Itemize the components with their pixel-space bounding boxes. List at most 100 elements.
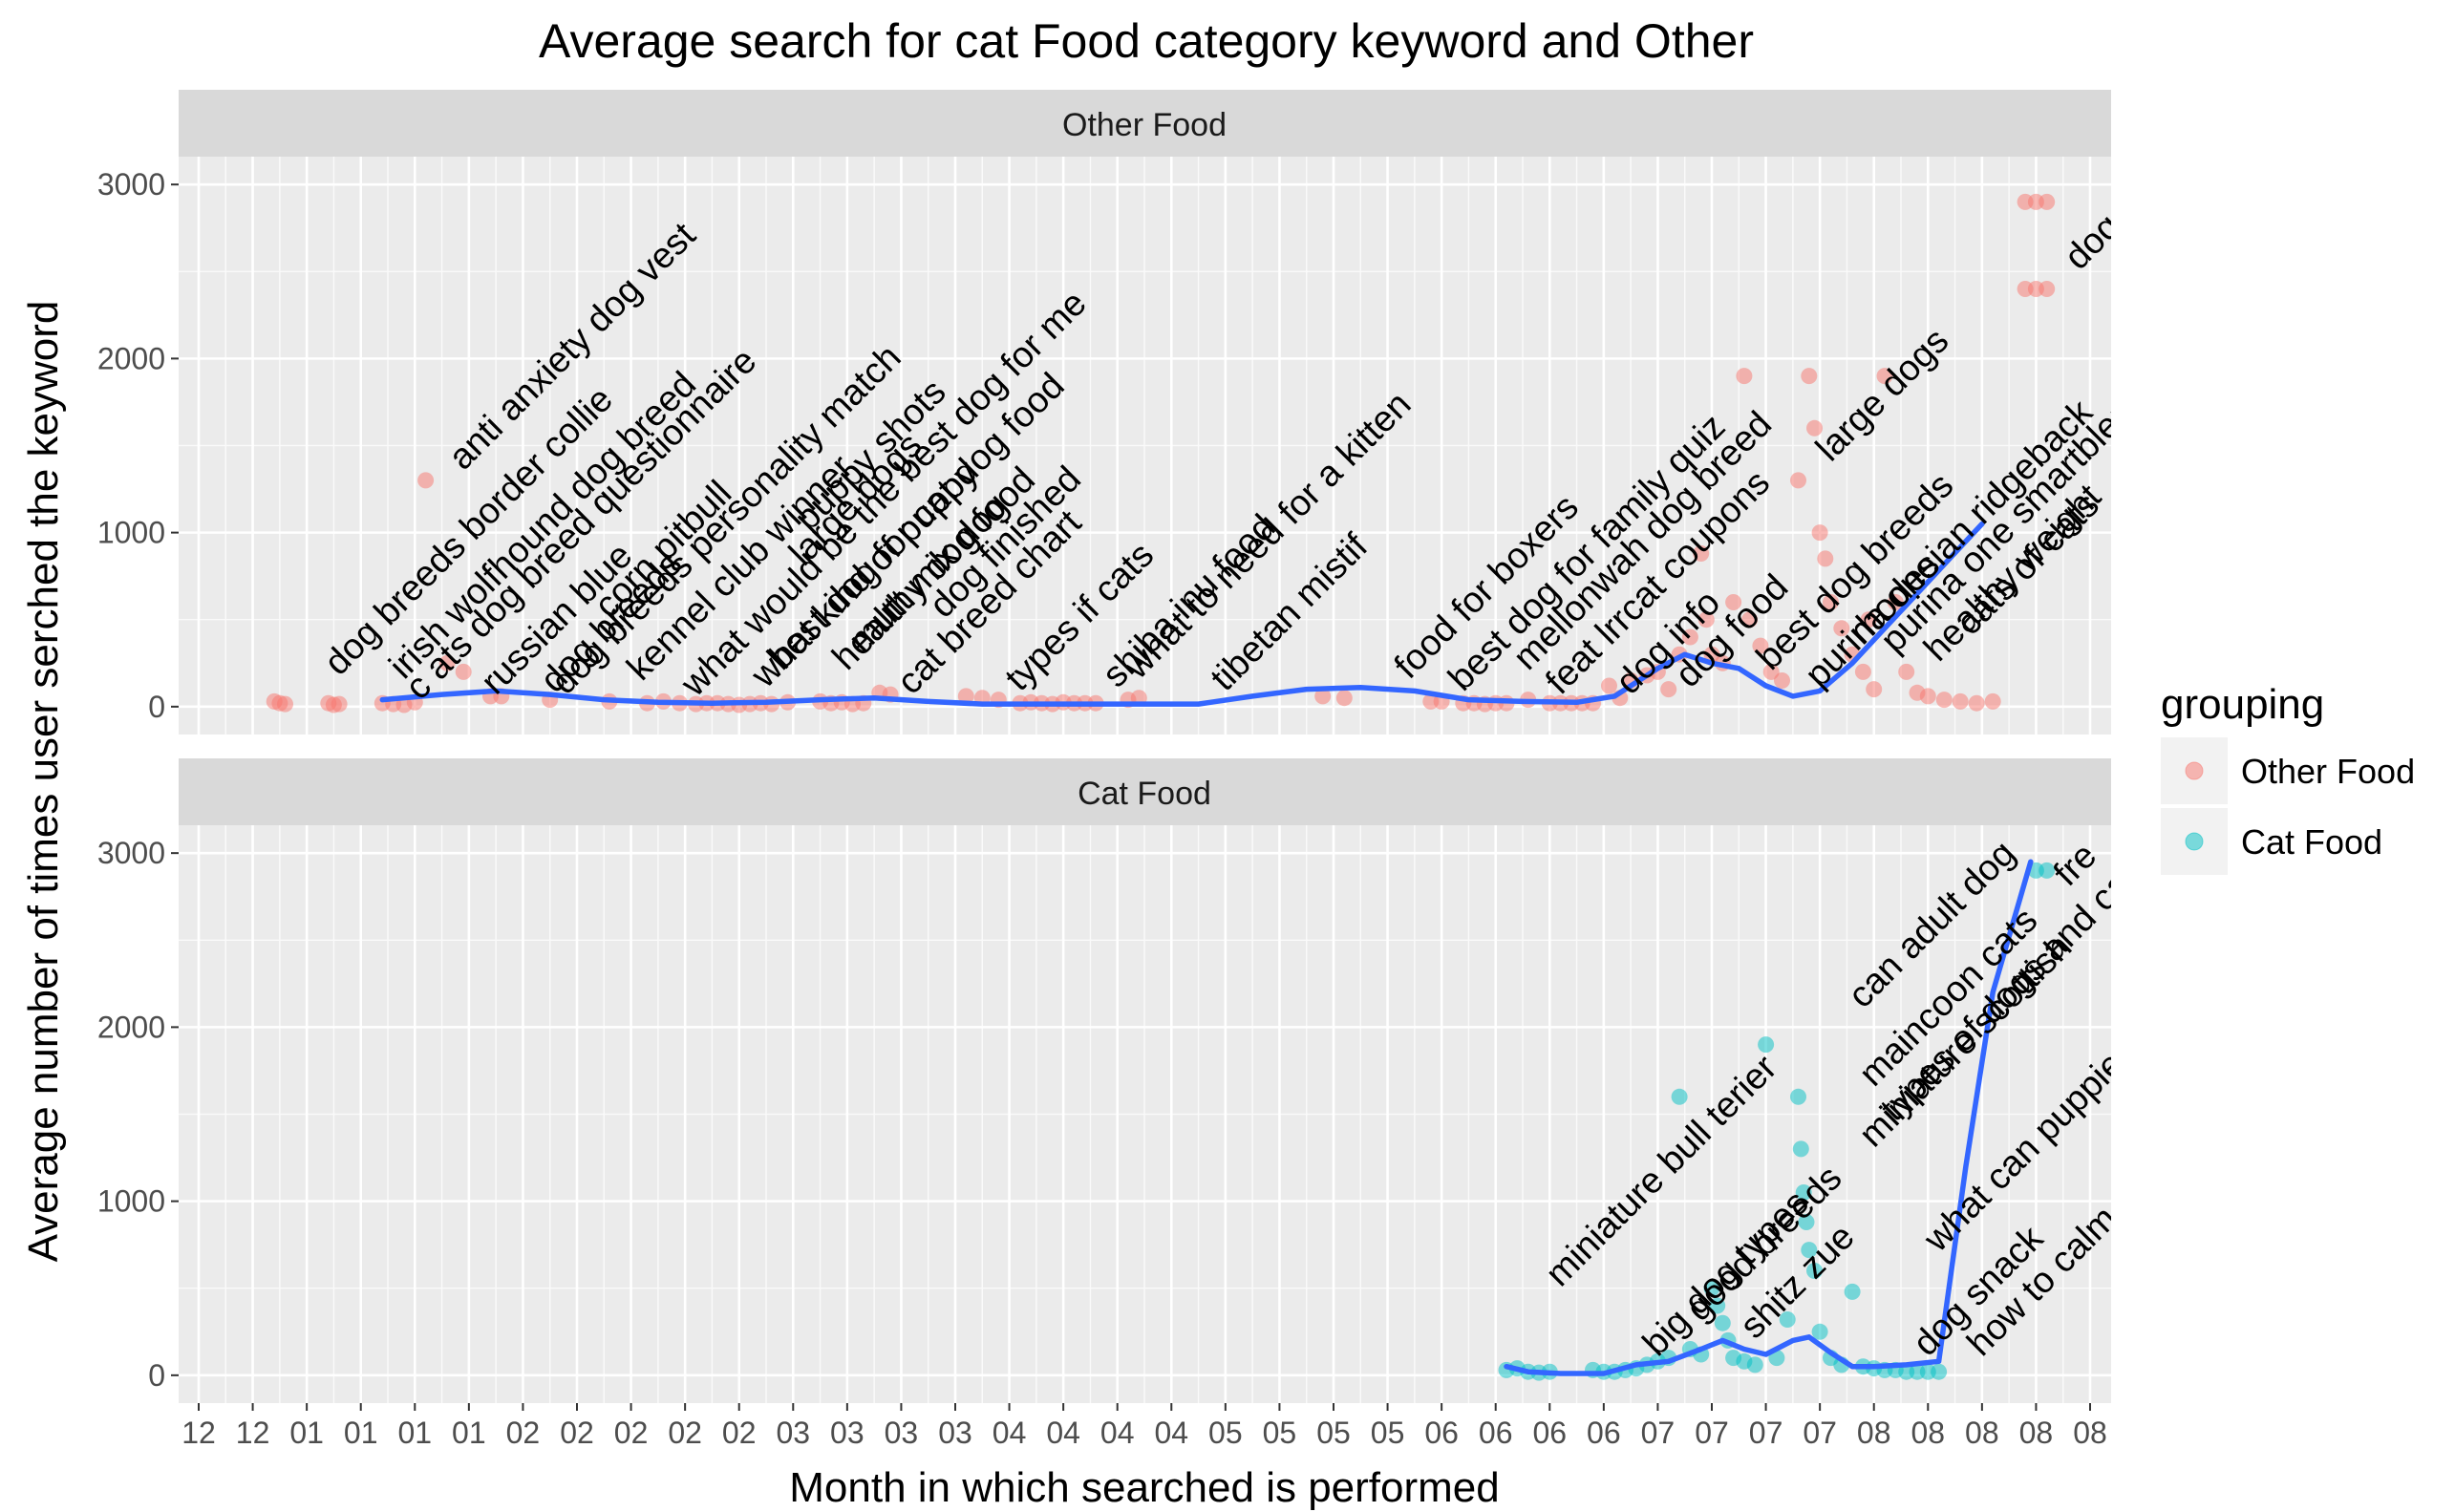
data-point — [1798, 1214, 1815, 1230]
data-point — [1887, 594, 1904, 610]
data-point — [1931, 1363, 1948, 1380]
data-point — [1806, 1263, 1823, 1279]
data-point — [1898, 663, 1915, 680]
panel-bottom-strip-label: Cat Food — [1078, 776, 1211, 812]
x-tick-label: 08 — [1965, 1416, 1999, 1450]
x-tick-label: 06 — [1424, 1416, 1459, 1450]
x-tick-label: 01 — [344, 1416, 378, 1450]
data-point — [1817, 550, 1834, 567]
data-point — [1314, 688, 1332, 705]
x-tick-label: 08 — [2073, 1416, 2107, 1450]
legend-item-cat-food: Cat Food — [2161, 808, 2382, 875]
x-tick-label: 07 — [1749, 1416, 1783, 1450]
data-point — [1671, 1088, 1688, 1105]
y-axis-title: Average number of times user serched the… — [20, 301, 67, 1263]
panel-top-y-axis: 0 1000 2000 3000 — [97, 167, 179, 724]
data-point — [1811, 1323, 1828, 1340]
panel-top-strip-label: Other Food — [1062, 107, 1227, 143]
data-point — [1758, 1036, 1775, 1054]
data-point — [1746, 1356, 1763, 1374]
data-point — [1601, 677, 1617, 694]
data-point — [438, 654, 456, 671]
x-tick-label: 06 — [1587, 1416, 1621, 1450]
x-tick-label: 06 — [1479, 1416, 1513, 1450]
y-tick-label: 2000 — [97, 341, 165, 375]
data-point — [1703, 1280, 1720, 1297]
y-tick-label: 1000 — [97, 516, 165, 550]
data-point — [1935, 692, 1953, 709]
chart-title: Average search for cat Food category key… — [539, 14, 1754, 68]
data-point — [1854, 663, 1871, 680]
y-tick-label: 0 — [148, 1358, 165, 1393]
legend-title: grouping — [2161, 681, 2324, 728]
x-tick-label: 01 — [452, 1416, 486, 1450]
x-tick-label: 07 — [1695, 1416, 1729, 1450]
x-tick-label: 04 — [1154, 1416, 1188, 1450]
x-tick-label: 05 — [1316, 1416, 1351, 1450]
x-tick-label: 05 — [1263, 1416, 1297, 1450]
data-point — [277, 695, 293, 713]
smooth-line — [379, 521, 1985, 707]
x-tick-label: 03 — [938, 1416, 972, 1450]
x-tick-label: 08 — [1911, 1416, 1945, 1450]
panel-bottom-y-axis: 0 1000 2000 3000 — [97, 836, 179, 1393]
data-point — [2039, 862, 2056, 879]
x-axis-title: Month in which searched is performed — [789, 1464, 1499, 1511]
x-tick-label: 08 — [1857, 1416, 1891, 1450]
data-point — [1919, 688, 1936, 705]
x-tick-label: 05 — [1371, 1416, 1405, 1450]
data-point — [1866, 681, 1883, 698]
data-point — [1876, 368, 1893, 385]
smooth-line — [1504, 859, 2034, 1376]
data-point — [1736, 368, 1753, 385]
x-tick-label: 01 — [289, 1416, 324, 1450]
y-tick-label: 1000 — [97, 1184, 165, 1219]
x-tick-label: 03 — [830, 1416, 865, 1450]
legend-label-other-food: Other Food — [2241, 752, 2415, 791]
x-tick-label: 07 — [1641, 1416, 1676, 1450]
panel-top-strip — [179, 90, 2111, 157]
y-tick-label: 3000 — [97, 836, 165, 870]
data-point — [1790, 1088, 1806, 1105]
data-point — [1860, 611, 1877, 628]
panel-bottom-grid — [179, 825, 2111, 1403]
x-tick-label: 06 — [1532, 1416, 1567, 1450]
x-tick-label: 04 — [993, 1416, 1027, 1450]
data-point — [1741, 611, 1759, 628]
y-tick-label: 3000 — [97, 167, 165, 202]
data-point — [1833, 620, 1850, 637]
data-point — [1844, 1283, 1861, 1300]
data-point — [1968, 694, 1985, 712]
data-point — [1811, 524, 1828, 542]
x-tick-label: 02 — [722, 1416, 757, 1450]
y-tick-label: 0 — [148, 690, 165, 724]
data-point — [1693, 545, 1710, 562]
data-point — [1823, 594, 1839, 610]
data-point — [1801, 368, 1818, 385]
legend-label-cat-food: Cat Food — [2241, 822, 2382, 862]
data-point — [1779, 1311, 1796, 1328]
legend-swatch-other-food — [2185, 761, 2204, 780]
x-tick-label: 05 — [1208, 1416, 1243, 1450]
data-point — [1792, 1140, 1809, 1158]
panel-bottom-smooth — [1504, 859, 2034, 1376]
data-point — [1752, 637, 1769, 654]
legend: grouping Other Food Cat Food — [2161, 681, 2415, 875]
x-tick-label: 07 — [1803, 1416, 1837, 1450]
data-point — [455, 663, 472, 680]
x-tick-label: 01 — [397, 1416, 432, 1450]
data-point — [1725, 594, 1742, 610]
data-point — [1703, 646, 1720, 663]
x-tick-label: 04 — [1100, 1416, 1135, 1450]
data-point — [1984, 692, 2001, 710]
data-point — [1774, 672, 1790, 689]
data-point — [1714, 1314, 1731, 1331]
x-tick-label: 03 — [885, 1416, 919, 1450]
data-point — [417, 472, 435, 489]
x-tick-label: 12 — [181, 1416, 216, 1450]
x-tick-label: 08 — [2019, 1416, 2054, 1450]
y-tick-label: 2000 — [97, 1010, 165, 1044]
x-axis: 12 12 01 01 01 01 02 02 02 02 02 03 03 03 03 04 04 04 04 05… — [181, 1403, 2107, 1450]
